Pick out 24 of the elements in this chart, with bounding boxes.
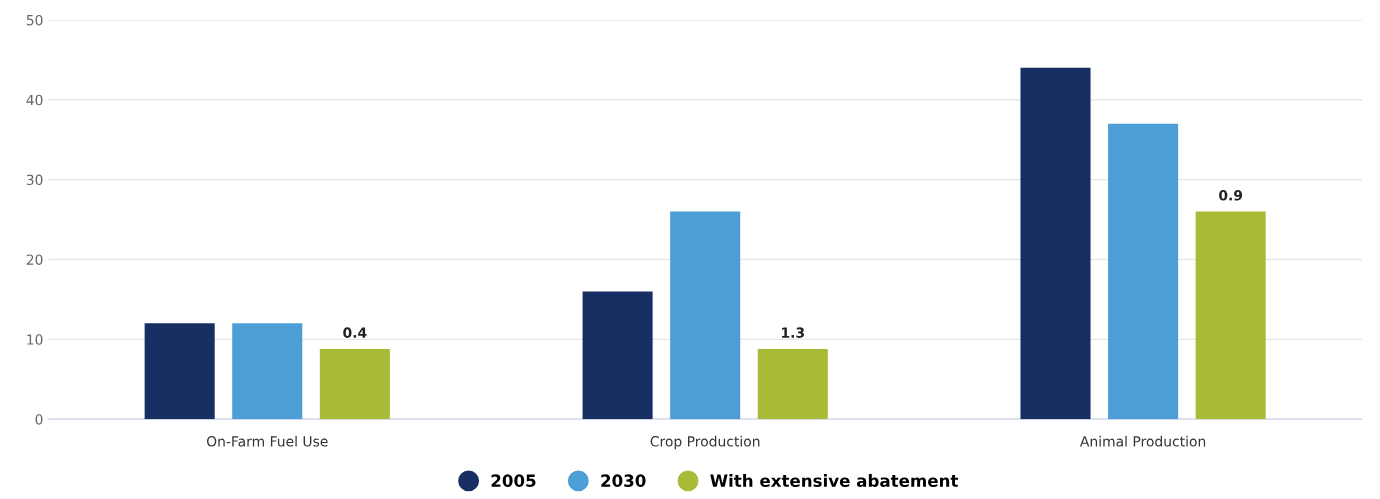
y-tick-label: 30 (26, 174, 43, 186)
bar (1108, 123, 1179, 420)
legend-label: With extensive abatement (710, 474, 959, 487)
legend-label: 2030 (601, 474, 646, 487)
y-tick-label: 20 (26, 254, 43, 265)
y-tick-label: 10 (27, 334, 43, 345)
y-tick-label: 50 (26, 14, 43, 26)
bar (144, 323, 215, 420)
bar (319, 348, 390, 420)
x-tick-label: Animal Production (1080, 435, 1206, 447)
legend-label: 2005 (491, 474, 536, 487)
y-tick-label: 40 (26, 94, 43, 106)
bar (232, 323, 303, 420)
bar (1195, 211, 1266, 420)
x-tick-label: Crop Production (650, 435, 760, 450)
bar (757, 348, 828, 420)
annotation: 0.9 (1219, 190, 1243, 201)
y-tick-label: 0 (35, 414, 43, 425)
bar (1020, 67, 1091, 420)
annotation: 1.3 (782, 327, 804, 338)
bar (670, 211, 741, 420)
annotation: 0.4 (343, 327, 367, 338)
x-tick-label: On-Farm Fuel Use (206, 435, 328, 447)
bar (582, 291, 653, 420)
